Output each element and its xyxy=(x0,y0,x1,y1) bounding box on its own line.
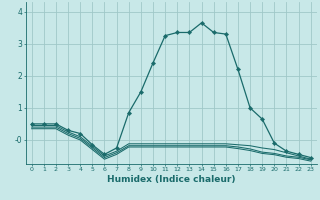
X-axis label: Humidex (Indice chaleur): Humidex (Indice chaleur) xyxy=(107,175,236,184)
